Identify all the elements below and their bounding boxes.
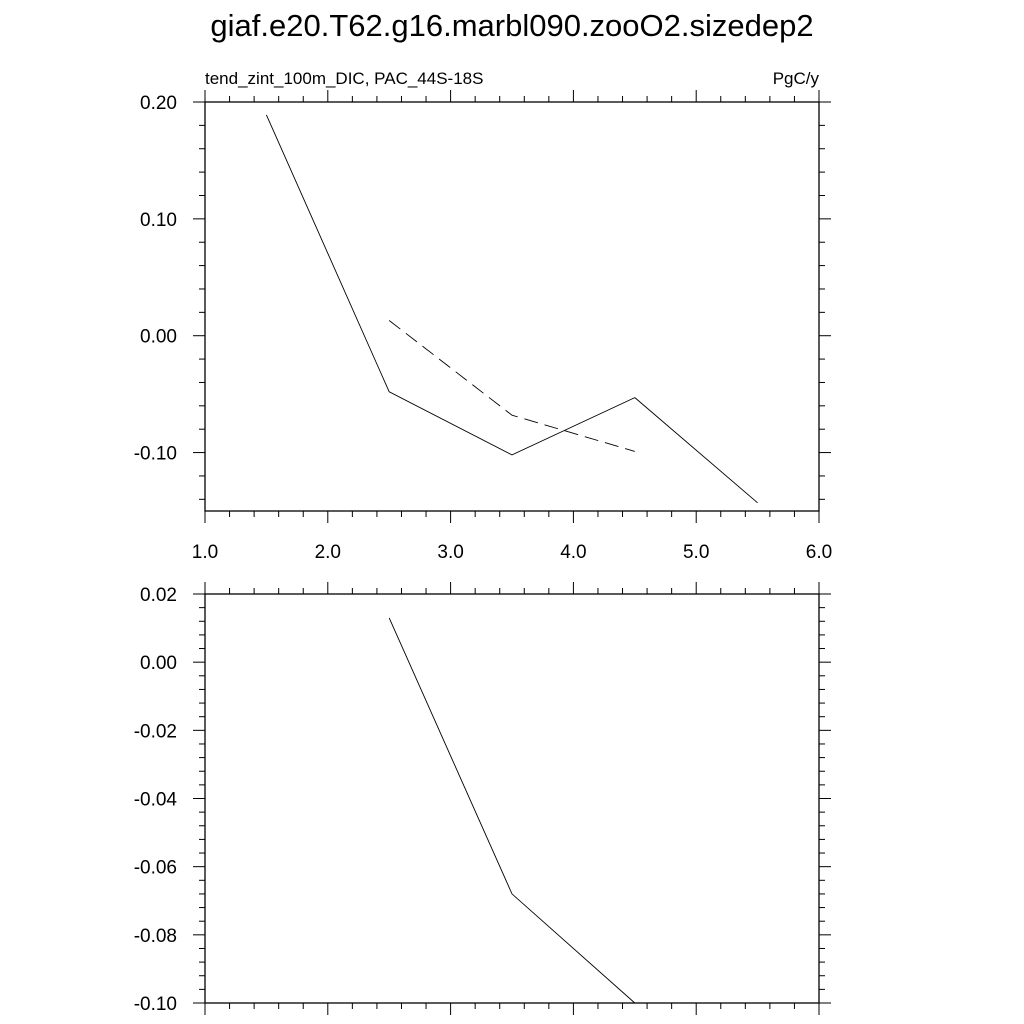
x-tick-label: 1.0 (192, 542, 218, 563)
panel-right-label: PgC/y (773, 69, 820, 88)
y-tick-label: -0.02 (134, 721, 177, 742)
y-tick-label: 0.00 (140, 653, 177, 674)
panel-2: 0.02 0.00 -0.02 -0.04 -0.06 -0.08 -0.10 (134, 582, 831, 1015)
y-tick-label: 0.02 (140, 585, 177, 606)
y-tick-label: -0.04 (134, 790, 178, 811)
panel-1: 0.20 0.10 0.00 -0.10 1.0 2.0 3.0 4.0 5.0 6.0 tend_… (134, 69, 833, 563)
y-tick-label: -0.06 (134, 858, 177, 879)
y-tick-label: 0.00 (140, 327, 177, 348)
series-line-1 (388, 617, 636, 1004)
y-tick-label: -0.10 (134, 444, 177, 465)
page-title: giaf.e20.T62.g16.marbl090.zooO2.sizedep2 (210, 8, 814, 43)
y-tick-label: 0.10 (140, 210, 177, 231)
panel-left-label: tend_zint_100m_DIC, PAC_44S-18S (205, 69, 483, 88)
x-tick-label: 5.0 (683, 542, 709, 563)
plot-frame (204, 593, 820, 1004)
x-tick-label: 6.0 (806, 542, 832, 563)
x-tick-label: 3.0 (437, 542, 463, 563)
x-tick-label: 4.0 (560, 542, 586, 563)
y-tick-label: 0.20 (140, 93, 177, 114)
series-line-1 (265, 114, 758, 504)
y-tick-label: -0.08 (134, 926, 177, 947)
y-tick-label: -0.10 (134, 994, 177, 1015)
plot-frame (204, 101, 820, 512)
series-line-2 (388, 320, 635, 452)
x-tick-label: 2.0 (315, 542, 341, 563)
